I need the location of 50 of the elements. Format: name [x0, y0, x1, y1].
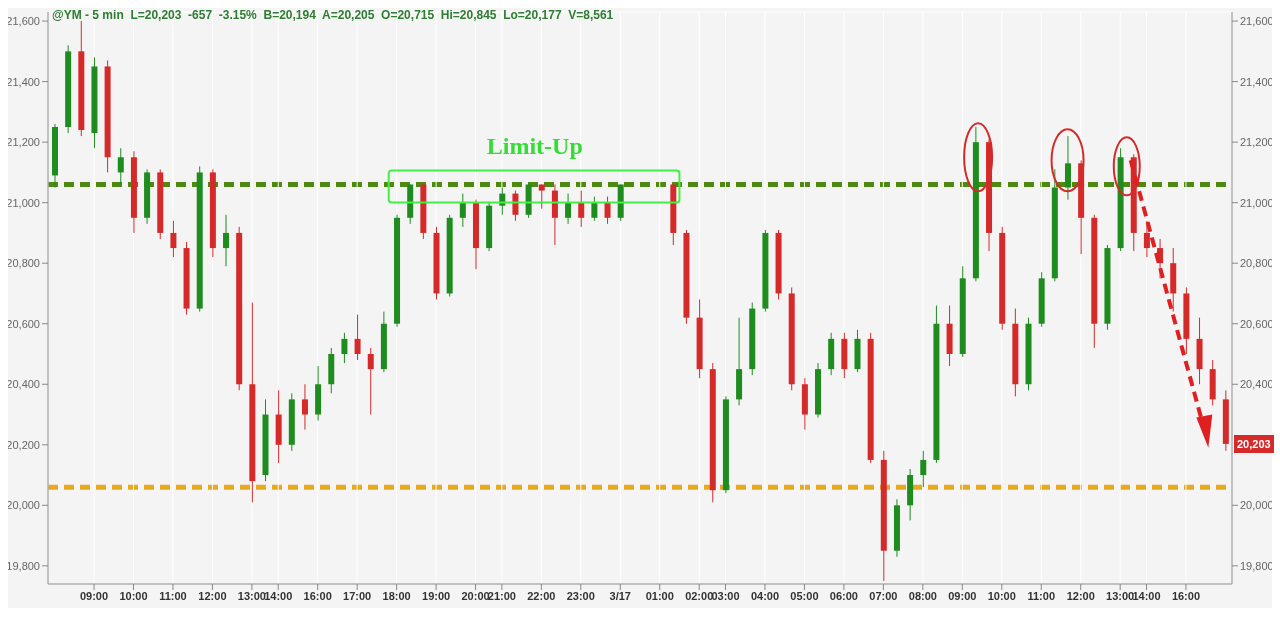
x-tick-label: 16:00 — [303, 589, 332, 602]
x-tick-label: 21:00 — [487, 589, 516, 602]
candlestick — [301, 383, 308, 431]
x-tick-label: 12:00 — [1066, 589, 1095, 602]
candlestick — [170, 220, 177, 258]
x-tick-label: 14:00 — [1132, 589, 1161, 602]
candlestick — [459, 193, 466, 228]
x-tick-label: 02:00 — [685, 589, 714, 602]
x-tick-label: 13:00 — [1106, 589, 1135, 602]
x-tick-label: 09:00 — [948, 589, 977, 602]
candlestick — [367, 347, 374, 416]
candlestick — [117, 147, 124, 186]
candlestick — [223, 214, 230, 267]
x-tick-label: 03:00 — [711, 589, 740, 602]
x-tick-label: 04:00 — [750, 589, 780, 602]
x-tick-label: 07:00 — [869, 589, 898, 602]
x-tick-label: 11:00 — [1027, 589, 1056, 602]
x-tick-label: 16:00 — [1171, 589, 1201, 602]
candlestick — [920, 450, 927, 488]
x-tick-label: 08:00 — [908, 589, 937, 602]
x-tick-label: 3/17 — [609, 589, 631, 602]
x-tick-label: 23:00 — [566, 589, 595, 602]
x-tick-label: 12:00 — [198, 589, 227, 602]
candlestick — [512, 190, 519, 222]
x-tick-label: 17:00 — [343, 589, 372, 602]
x-tick-label: 19:00 — [422, 589, 451, 602]
annotation: 20,203 — [1234, 434, 1274, 453]
y-tick-label: 19,800 — [6, 559, 40, 572]
candlestick — [341, 332, 348, 364]
chart-title: @YM - 5 min L=20,203 -657 -3.15% B=20,194 A=20,205 O=20,715 Hi=20,845 Lo=20,177 V=8,561 — [52, 8, 614, 22]
x-tick-label: 10:00 — [119, 589, 148, 602]
x-tick-label: 14:00 — [264, 589, 293, 602]
candlestick — [591, 196, 598, 222]
candlestick — [565, 193, 572, 225]
candlestick — [354, 314, 361, 361]
x-tick-label: 22:00 — [527, 589, 556, 602]
candlestick — [538, 184, 545, 210]
x-tick-label: 05:00 — [790, 589, 819, 602]
x-tick-label: 20:00 — [461, 589, 490, 602]
x-tick-label: 10:00 — [987, 589, 1016, 602]
annotation: Limit-Up — [485, 132, 584, 160]
x-tick-label: 18:00 — [382, 589, 411, 602]
x-tick-label: 09:00 — [79, 589, 109, 602]
x-tick-label: 11:00 — [159, 589, 187, 602]
candlestick — [1143, 220, 1150, 258]
x-tick-label: 13:00 — [237, 589, 266, 602]
candlestick — [604, 196, 611, 225]
candlestick — [578, 190, 585, 228]
x-tick-label: 06:00 — [829, 589, 858, 602]
x-tick-label: 01:00 — [645, 589, 674, 602]
